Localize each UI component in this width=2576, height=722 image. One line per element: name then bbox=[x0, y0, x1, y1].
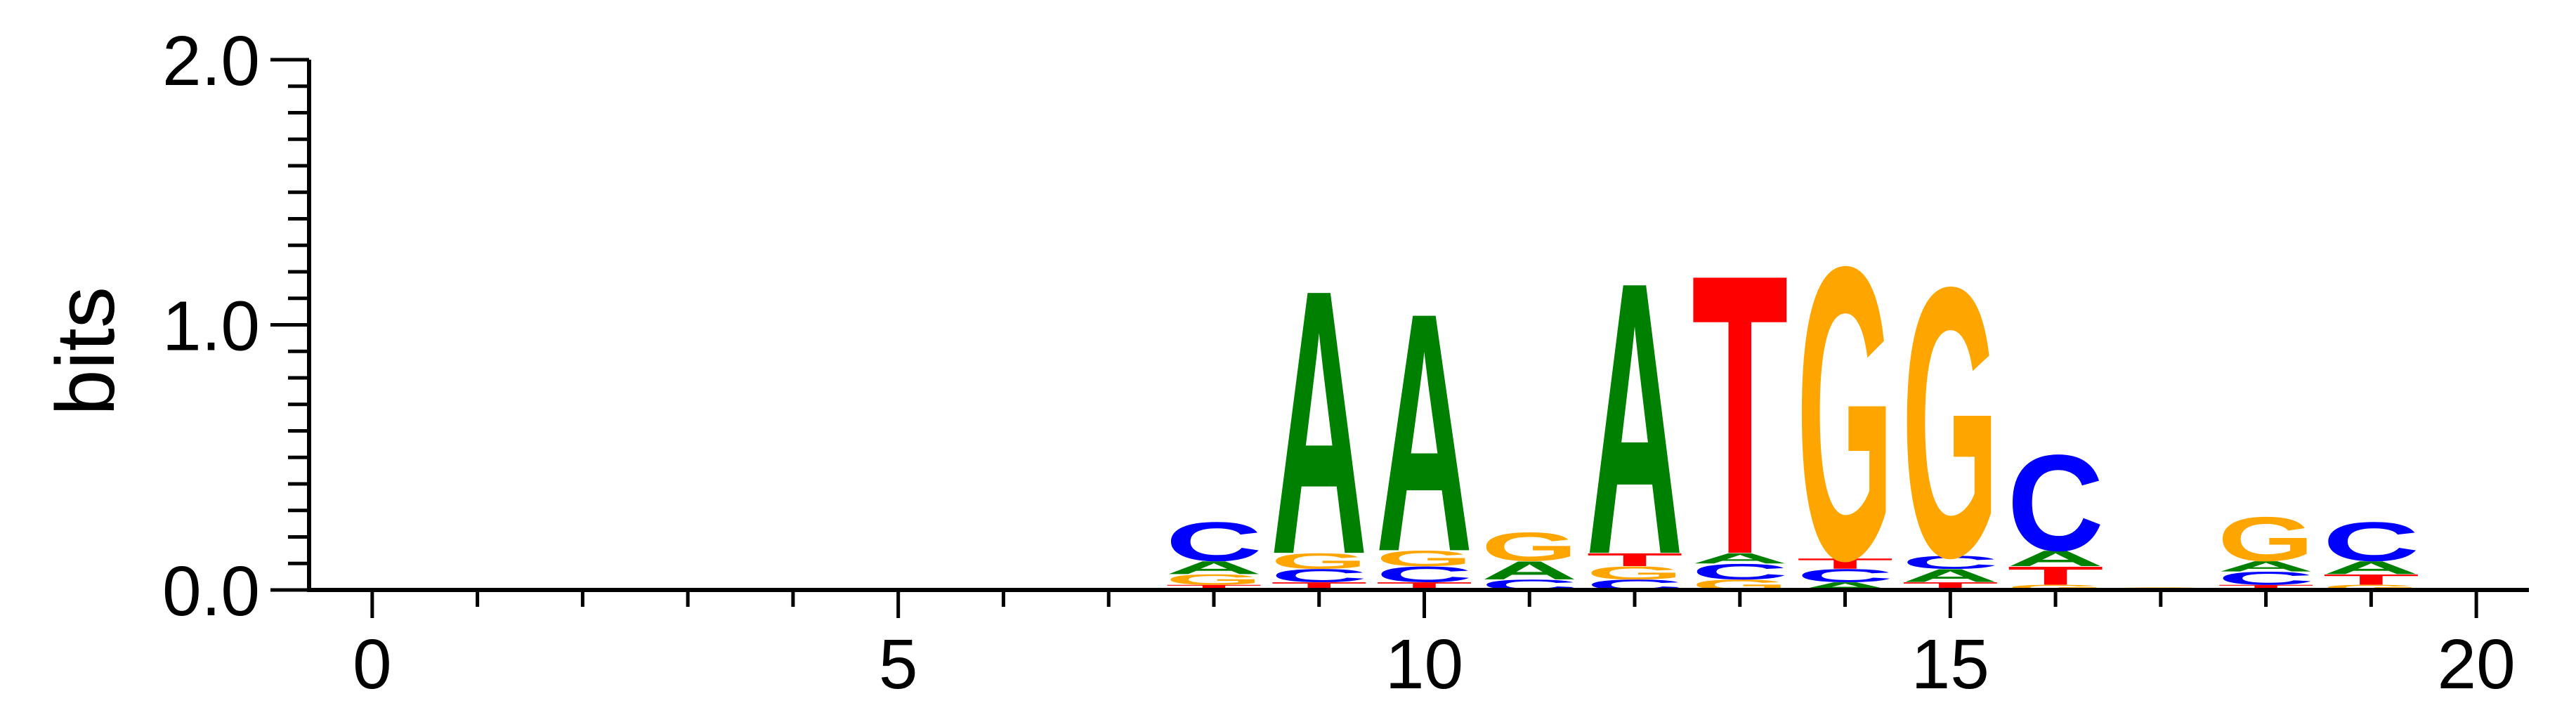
logo-letter-a: A bbox=[2322, 558, 2419, 578]
logo-letter-g: G bbox=[1481, 524, 1578, 570]
logo-letter-a: A bbox=[1692, 550, 1789, 567]
logo-letter-c: C bbox=[1692, 559, 1789, 584]
logo-letter-c: C bbox=[2218, 568, 2315, 589]
logo-letter-a: A bbox=[1481, 556, 1578, 585]
logo-letter-g: G bbox=[1797, 180, 1894, 648]
logo-letter-a: A bbox=[1165, 558, 1262, 578]
x-tick-label: 20 bbox=[2438, 625, 2516, 704]
logo-letter-t: T bbox=[1586, 549, 1683, 570]
logo-letter-t: T bbox=[1692, 191, 1789, 638]
logo-letter-a: A bbox=[2007, 546, 2104, 570]
logo-letter-g: G bbox=[2322, 583, 2419, 591]
logo-letter-a: A bbox=[1376, 242, 1473, 623]
logo-glyphs: TGACTCGATCGACAGCGTAGCATACTGTACGGTACGTCAG… bbox=[1165, 180, 2419, 648]
logo-letter-c: C bbox=[1271, 565, 1368, 586]
logo-letter-c: C bbox=[1797, 565, 1894, 586]
logo-letter-a: A bbox=[1271, 211, 1368, 634]
logo-letter-a: A bbox=[1902, 565, 1999, 586]
y-tick-label: 1.0 bbox=[162, 287, 260, 366]
logo-letter-g: G bbox=[1376, 546, 1473, 570]
logo-letter-c: C bbox=[1165, 511, 1262, 572]
logo-letter-c: C bbox=[1376, 562, 1473, 586]
logo-letter-g: G bbox=[1271, 549, 1368, 573]
logo-letter-c: C bbox=[2322, 511, 2419, 572]
logo-letter-g: G bbox=[1165, 571, 1262, 588]
x-tick-label: 10 bbox=[1385, 625, 1463, 704]
x-tick-label: 0 bbox=[353, 625, 392, 704]
logo-letter-c: C bbox=[1902, 552, 1999, 572]
axes: 0.0 1.0 2.0 0 5 10 15 20 bbox=[162, 22, 2529, 704]
y-axis-title: bits bbox=[39, 287, 132, 416]
y-tick-label: 2.0 bbox=[162, 22, 260, 100]
y-tick-label: 0.0 bbox=[162, 552, 260, 631]
logo-letter-g: G bbox=[2007, 583, 2104, 591]
logo-letter-c: C bbox=[2007, 426, 2104, 579]
logo-letter-g: G bbox=[1586, 563, 1683, 584]
logo-letter-g: G bbox=[2218, 504, 2315, 574]
logo-letter-a: A bbox=[2218, 558, 2315, 575]
logo-letter-t: T bbox=[2007, 561, 2104, 590]
logo-letter-g: G bbox=[1902, 208, 1999, 638]
logo-letter-t: T bbox=[2322, 571, 2419, 588]
logo-letter-a: A bbox=[1586, 201, 1683, 636]
x-tick-label: 5 bbox=[879, 625, 918, 704]
x-tick-label: 15 bbox=[1911, 625, 1989, 704]
logo-letter-t: T bbox=[2218, 583, 2315, 591]
logo-letter-t: T bbox=[1797, 556, 1894, 572]
logo-letter-t: T bbox=[1165, 583, 1262, 591]
